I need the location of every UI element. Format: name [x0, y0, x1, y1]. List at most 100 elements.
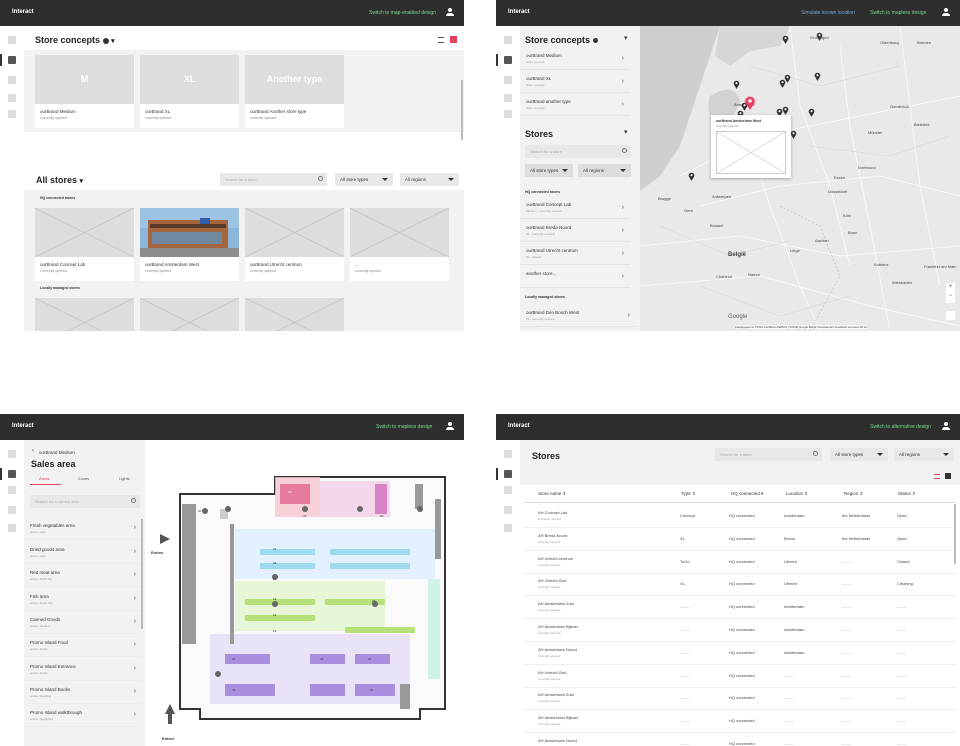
concept-card[interactable]: XL ourBrand XL currently opened: [140, 55, 239, 128]
chevron-down-icon[interactable]: ▾: [624, 129, 628, 136]
store-pin-icon[interactable]: [814, 68, 821, 81]
back-label[interactable]: ourBrand Medium: [39, 450, 75, 455]
street-view-icon[interactable]: [946, 311, 955, 320]
nav-home-icon[interactable]: [504, 36, 512, 44]
table-row[interactable]: AH Breda Noord currently opened XL HQ conne…: [524, 528, 956, 551]
table-row[interactable]: AH Utrecht centrum currently opened ToGo HQ…: [524, 551, 956, 574]
zone-number[interactable]: 18: [273, 597, 277, 601]
store-item[interactable]: ourBrand Breda Noord XL - currently opene…: [520, 220, 630, 242]
zone-number[interactable]: 24: [368, 657, 372, 661]
search-input[interactable]: Search for a store: [220, 173, 327, 186]
switch-design-link[interactable]: Switch to mapless design: [376, 424, 433, 430]
store-types-select[interactable]: All store types: [525, 164, 573, 177]
nav-calendar-icon[interactable]: [8, 76, 16, 84]
nav-stores-icon[interactable]: [0, 468, 16, 480]
concept-item[interactable]: ourBrand Medium Store concept ›: [520, 48, 630, 70]
regions-select[interactable]: All regions: [894, 448, 954, 461]
store-types-select[interactable]: All store types: [335, 173, 393, 186]
placeholder-image[interactable]: [140, 298, 239, 331]
map[interactable]: Groningen Oldenburg Bremen Amsterdam Osn…: [640, 26, 960, 331]
area-item[interactable]: Dried goods area scene: High ›: [24, 541, 142, 564]
column-header-region[interactable]: Region ⇕: [844, 491, 864, 496]
store-card[interactable]: ourBrand Concept Lab Currently opened: [35, 208, 134, 281]
column-header-type[interactable]: Type ⇕: [681, 491, 696, 496]
store-card[interactable]: ourBrand Amsterdam West currently opened: [140, 208, 239, 281]
zone-number[interactable]: 16: [288, 490, 292, 494]
nav-settings-icon[interactable]: [8, 506, 16, 514]
tab-areas[interactable]: Areas: [39, 476, 50, 481]
selected-store-pin-icon[interactable]: [744, 96, 756, 110]
area-item[interactable]: Red meat area scene: MANUAL ›: [24, 564, 142, 587]
column-header-location[interactable]: Location ⇕: [786, 491, 809, 496]
nav-home-icon[interactable]: [504, 450, 512, 458]
concept-item[interactable]: ourBrand another type Store concept ›: [520, 94, 630, 116]
store-card[interactable]: ... currently opened: [350, 208, 449, 281]
table-row[interactable]: AH Amsterdam Bijlmer currently opened....…: [524, 619, 956, 642]
tab-lights[interactable]: Lights: [119, 476, 130, 481]
chevron-down-icon[interactable]: ▾: [111, 38, 115, 45]
nav-stores-icon[interactable]: [496, 468, 512, 480]
switch-design-link[interactable]: Switch to map-enabled design: [369, 10, 436, 16]
search-input[interactable]: Search for a store: [715, 448, 822, 461]
store-pin-icon[interactable]: [776, 104, 783, 117]
nav-calendar-icon[interactable]: [8, 486, 16, 494]
nav-calendar-icon[interactable]: [504, 486, 512, 494]
zone-number[interactable]: 26: [380, 514, 384, 518]
nav-settings-icon[interactable]: [504, 94, 512, 102]
area-item[interactable]: Canned Goods scene: Medium ›: [24, 611, 142, 634]
store-pin-icon[interactable]: [782, 102, 789, 115]
regions-select[interactable]: All regions: [578, 164, 631, 177]
scrollbar[interactable]: [954, 504, 956, 564]
zone-number[interactable]: 33: [232, 688, 236, 692]
scrollbar[interactable]: [461, 80, 463, 140]
grid-view-icon[interactable]: [450, 36, 457, 43]
store-pin-icon[interactable]: [733, 76, 740, 89]
regions-select[interactable]: All regions: [400, 173, 459, 186]
table-row[interactable]: AH Amsterdam Bijlmer currently opened....…: [524, 710, 956, 734]
nav-settings-icon[interactable]: [504, 506, 512, 514]
user-icon[interactable]: [446, 422, 454, 431]
area-item[interactable]: Promo Island Food scene: Spark ›: [24, 634, 142, 657]
area-item[interactable]: Promo Island Books scene: Reading ›: [24, 681, 142, 704]
store-pin-icon[interactable]: [779, 75, 786, 88]
table-row[interactable]: AH Utrecht Zuid currently opened XL HQ conn…: [524, 573, 956, 597]
switch-design-link[interactable]: Switch to mapless design: [870, 10, 927, 16]
area-item[interactable]: Fresh vegetables area scene: High ›: [24, 517, 142, 540]
nav-stores-icon[interactable]: [496, 54, 512, 66]
area-item[interactable]: Promo Island Entrance scene: Spark ›: [24, 658, 142, 681]
tab-zones[interactable]: Zones: [78, 476, 90, 481]
floor-plan[interactable]: Entree Entree 16 25 26 21 28 27 29 18 13…: [150, 469, 450, 744]
table-row[interactable]: AH Concept Lab Currently opened Concept HQ …: [524, 505, 956, 528]
placeholder-image[interactable]: [35, 298, 134, 331]
zone-number[interactable]: 21: [273, 547, 277, 551]
nav-info-icon[interactable]: [504, 524, 512, 532]
store-item[interactable]: ourBrand Den Bosch West XL - currently op…: [520, 305, 636, 327]
store-item[interactable]: another store... ›: [520, 266, 630, 288]
store-pin-icon[interactable]: [790, 126, 797, 139]
store-pin-icon[interactable]: [782, 31, 789, 44]
search-input[interactable]: Search for a named area: [30, 495, 140, 508]
list-view-icon[interactable]: [934, 474, 940, 479]
table-row[interactable]: AH Amsterdam Zuid currently opened.......…: [524, 596, 956, 620]
zone-number[interactable]: 22: [232, 657, 236, 661]
store-popup[interactable]: ourBrand Amsterdam West currently opened: [711, 115, 791, 178]
zoom-in-button[interactable]: +: [948, 284, 953, 290]
list-view-icon[interactable]: [438, 37, 444, 43]
back-arrow-icon[interactable]: ‹: [32, 448, 34, 454]
chevron-down-icon[interactable]: ▾: [624, 35, 628, 42]
column-header-hq-connected[interactable]: HQ connected ▾: [731, 491, 764, 496]
nav-calendar-icon[interactable]: [504, 76, 512, 84]
store-pin-icon[interactable]: [688, 168, 695, 181]
nav-home-icon[interactable]: [8, 450, 16, 458]
zone-number[interactable]: 13: [273, 613, 277, 617]
area-item[interactable]: Fish area scene: Fresh fish ›: [24, 588, 142, 611]
placeholder-image[interactable]: [245, 298, 344, 331]
zone-number[interactable]: 34: [370, 688, 374, 692]
zone-number[interactable]: 27: [273, 577, 277, 581]
concept-card[interactable]: Another type ourBrand Another store type c…: [245, 55, 344, 128]
zone-number[interactable]: 20: [198, 509, 202, 513]
zone-number[interactable]: 19: [273, 629, 277, 633]
area-item[interactable]: Promo Island walkthrough scene: Spotlight…: [24, 704, 142, 727]
store-item[interactable]: ourBrand Utrecht centrum XL - closed ›: [520, 243, 630, 265]
